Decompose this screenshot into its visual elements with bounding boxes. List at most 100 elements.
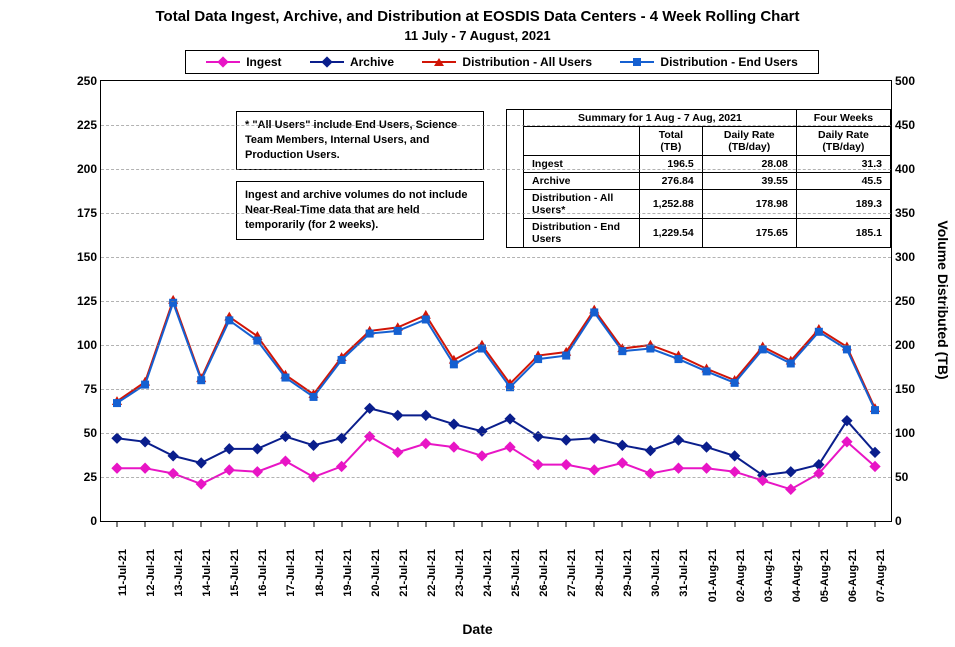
summary-col-total: Total (TB) <box>640 127 703 156</box>
data-marker <box>647 345 654 352</box>
data-marker <box>421 439 431 449</box>
xtick-mark <box>229 521 230 527</box>
xtick-label: 15-Jul-21 <box>229 549 241 609</box>
xtick-mark <box>762 521 763 527</box>
xtick-mark <box>201 521 202 527</box>
summary-col-daily: Daily Rate (TB/day) <box>702 127 796 156</box>
summary-col-4wk: Daily Rate (TB/day) <box>796 127 890 156</box>
data-marker <box>505 414 515 424</box>
data-marker <box>393 410 403 420</box>
data-marker <box>198 377 205 384</box>
data-marker <box>168 451 178 461</box>
data-marker <box>617 440 627 450</box>
data-marker <box>449 419 459 429</box>
tick-right: 150 <box>895 382 931 396</box>
legend-archive: Archive <box>310 55 394 69</box>
data-marker <box>478 345 485 352</box>
summary-row: Distribution - All Users*1,252.88178.981… <box>507 190 891 219</box>
data-marker <box>589 433 599 443</box>
xtick-label: 05-Aug-21 <box>819 549 831 609</box>
data-marker <box>280 456 290 466</box>
data-marker <box>224 465 234 475</box>
legend-ingest-label: Ingest <box>246 55 281 69</box>
xtick-label: 16-Jul-21 <box>257 549 269 609</box>
tick-left: 100 <box>61 338 97 352</box>
data-marker <box>617 458 627 468</box>
xtick-label: 20-Jul-21 <box>370 549 382 609</box>
data-marker <box>252 444 262 454</box>
y-axis-right-label: Volume Distributed (TB) <box>935 150 951 450</box>
data-marker <box>224 444 234 454</box>
data-marker <box>140 437 150 447</box>
tick-right: 450 <box>895 118 931 132</box>
data-marker <box>730 467 740 477</box>
legend-dist-end: Distribution - End Users <box>620 55 797 69</box>
xtick-label: 21-Jul-21 <box>398 549 410 609</box>
data-marker <box>872 407 879 414</box>
data-marker <box>338 356 345 363</box>
legend-dist-end-label: Distribution - End Users <box>660 55 797 69</box>
tick-right: 400 <box>895 162 931 176</box>
summary-row-total: 276.84 <box>640 173 703 190</box>
data-marker <box>114 400 121 407</box>
data-marker <box>787 360 794 367</box>
xtick-mark <box>846 521 847 527</box>
data-marker <box>421 410 431 420</box>
data-marker <box>140 463 150 473</box>
xtick-label: 30-Jul-21 <box>650 549 662 609</box>
summary-row: Distribution - End Users1,229.54175.6518… <box>507 219 891 248</box>
data-marker <box>477 426 487 436</box>
summary-row-daily: 175.65 <box>702 219 796 248</box>
data-marker <box>196 479 206 489</box>
tick-left: 0 <box>61 514 97 528</box>
xtick-label: 26-Jul-21 <box>538 549 550 609</box>
data-marker <box>366 330 373 337</box>
xtick-mark <box>453 521 454 527</box>
xtick-mark <box>397 521 398 527</box>
summary-row-label: Distribution - End Users <box>524 219 640 248</box>
data-marker <box>254 337 261 344</box>
xtick-mark <box>341 521 342 527</box>
xtick-label: 12-Jul-21 <box>145 549 157 609</box>
xtick-label: 14-Jul-21 <box>201 549 213 609</box>
note-box-1: * "All Users" include End Users, Science… <box>236 111 484 170</box>
xtick-label: 24-Jul-21 <box>482 549 494 609</box>
xtick-label: 27-Jul-21 <box>566 549 578 609</box>
xtick-mark <box>510 521 511 527</box>
data-marker <box>449 442 459 452</box>
data-marker <box>674 435 684 445</box>
xtick-mark <box>790 521 791 527</box>
xtick-label: 17-Jul-21 <box>285 549 297 609</box>
data-marker <box>731 379 738 386</box>
tick-right: 0 <box>895 514 931 528</box>
xtick-mark <box>257 521 258 527</box>
data-marker <box>196 458 206 468</box>
xtick-mark <box>313 521 314 527</box>
summary-row-four: 45.5 <box>796 173 890 190</box>
tick-left: 175 <box>61 206 97 220</box>
tick-left: 150 <box>61 250 97 264</box>
grid-line <box>101 433 891 434</box>
data-marker <box>675 356 682 363</box>
xtick-mark <box>145 521 146 527</box>
xtick-label: 29-Jul-21 <box>622 549 634 609</box>
tick-left: 75 <box>61 382 97 396</box>
tick-left: 125 <box>61 294 97 308</box>
tick-left: 250 <box>61 74 97 88</box>
data-marker <box>477 451 487 461</box>
xtick-label: 02-Aug-21 <box>735 549 747 609</box>
summary-fourweeks-header: Four Weeks <box>796 110 890 127</box>
data-marker <box>112 463 122 473</box>
grid-line <box>101 389 891 390</box>
summary-table: Summary for 1 Aug - 7 Aug, 2021 Four Wee… <box>506 109 891 248</box>
summary-row-total: 1,229.54 <box>640 219 703 248</box>
data-marker <box>645 446 655 456</box>
grid-line <box>101 477 891 478</box>
xtick-mark <box>678 521 679 527</box>
data-marker <box>252 467 262 477</box>
grid-line <box>101 257 891 258</box>
legend: Ingest Archive Distribution - All Users … <box>185 50 819 74</box>
grid-line <box>101 345 891 346</box>
tick-left: 50 <box>61 426 97 440</box>
xtick-label: 31-Jul-21 <box>678 549 690 609</box>
